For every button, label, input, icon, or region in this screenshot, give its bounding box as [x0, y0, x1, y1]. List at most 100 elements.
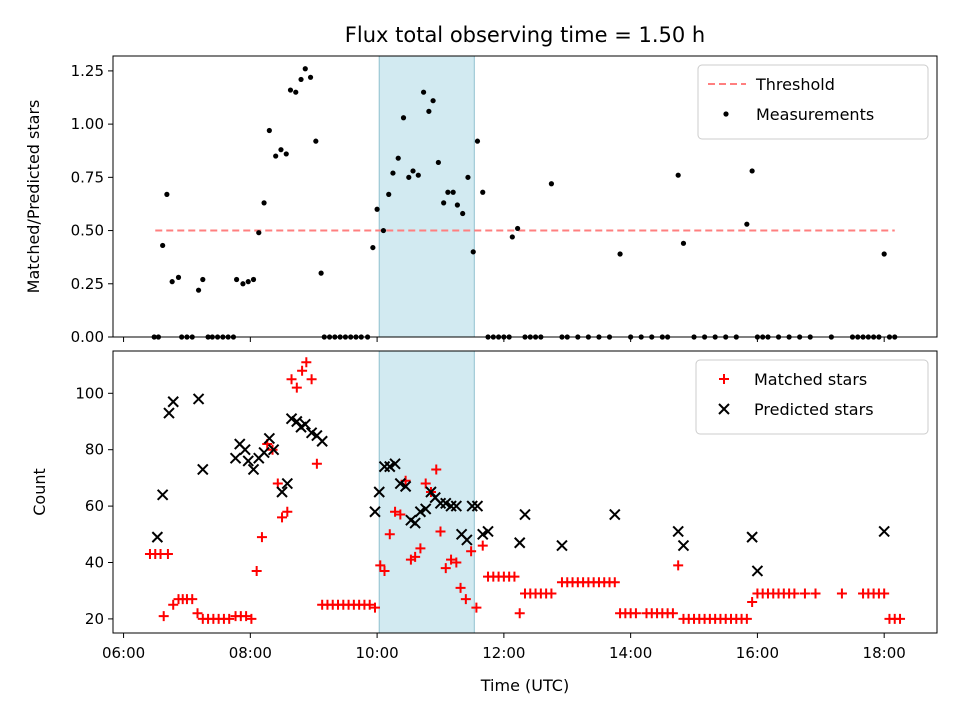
matched-stars-point	[297, 365, 308, 376]
matched-stars-point	[301, 357, 312, 368]
measurement-point	[415, 172, 421, 178]
predicted-stars-point	[519, 508, 531, 521]
measurement-point	[680, 240, 687, 246]
measurement-point	[234, 276, 240, 283]
predicted-stars-point	[167, 396, 179, 408]
measurement-point	[307, 74, 314, 80]
measurement-point	[420, 89, 427, 95]
bottom-y-tick-label: 40	[85, 554, 104, 572]
bottom-y-axis-label: Count	[30, 468, 49, 516]
matched-stars-point	[369, 602, 380, 613]
measurement-point	[250, 276, 257, 283]
matched-stars-point	[431, 464, 442, 475]
measurement-point	[287, 87, 294, 93]
predicted-stars-point	[672, 525, 684, 538]
measurement-point	[164, 191, 170, 197]
bottom-legend: Matched stars Predicted stars	[695, 359, 929, 435]
measurement-point	[293, 89, 299, 95]
matched-stars-point	[311, 458, 322, 469]
measurement-point	[470, 249, 476, 255]
legend-label: Predicted stars	[754, 400, 874, 419]
measurement-point	[509, 234, 515, 240]
measurement-point	[283, 151, 289, 157]
predicted-stars-point	[239, 443, 251, 456]
predicted-stars-point	[482, 525, 494, 538]
measurement-point	[749, 168, 755, 174]
measurement-point	[386, 191, 392, 197]
top-legend: Threshold Measurements	[697, 64, 929, 140]
x-tick-label: 06:00	[102, 644, 145, 662]
predicted-stars-point	[247, 463, 260, 476]
measurement-point	[245, 279, 251, 285]
legend-predicted-swatch	[718, 403, 730, 415]
measurement-point	[175, 274, 182, 280]
top-panel: 0.00 0.25 0.50 0.75 1.00 1.25 Matched/Predicte…	[24, 55, 938, 346]
matched-stars-point	[455, 582, 466, 593]
legend-measurement-swatch	[723, 111, 729, 117]
x-axis-label: Time (UTC)	[480, 676, 569, 695]
predicted-stars-point	[281, 477, 294, 490]
measurement-point	[410, 168, 416, 174]
matched-stars-point	[384, 529, 395, 540]
measurement-point	[430, 98, 436, 104]
measurement-point	[240, 281, 246, 287]
bottom-y-tick-label: 100	[75, 384, 104, 402]
measurement-point	[426, 108, 432, 114]
measurement-point	[374, 206, 380, 212]
matched-stars-point	[460, 594, 471, 605]
predicted-stars-point	[477, 528, 489, 541]
legend-box	[695, 359, 929, 435]
measurement-point	[474, 138, 481, 144]
matched-stars-point	[451, 557, 462, 568]
matched-stars-point	[789, 588, 800, 599]
measurement-point	[266, 127, 272, 134]
top-y-tick-label: 0.00	[71, 328, 104, 346]
predicted-stars-point	[878, 525, 890, 538]
matched-stars-point	[395, 509, 406, 520]
measurement-point	[298, 76, 304, 83]
matched-stars-point	[895, 613, 906, 624]
measurement-point	[617, 251, 623, 257]
matched-stars-point	[420, 478, 431, 489]
legend-box	[697, 64, 929, 140]
matched-stars-point	[277, 512, 288, 523]
matched-stars-point	[667, 608, 678, 619]
legend-label: Matched stars	[754, 370, 867, 389]
predicted-stars-point	[373, 486, 385, 498]
matched-stars-point	[224, 613, 235, 624]
matched-stars-point	[158, 611, 169, 622]
predicted-stars-point	[197, 463, 209, 476]
predicted-stars-point	[156, 489, 169, 501]
matched-stars-point	[514, 608, 525, 619]
predicted-stars-point	[399, 480, 412, 493]
matched-stars-point	[251, 565, 262, 576]
predicted-stars-point	[258, 446, 270, 459]
top-y-tick-label: 1.25	[71, 62, 104, 80]
predicted-stars-point	[677, 539, 690, 552]
predicted-stars-point	[409, 517, 421, 529]
predicted-stars-point	[263, 432, 276, 445]
predicted-stars-point	[461, 534, 473, 546]
matched-stars-point	[836, 588, 847, 599]
bottom-y-tick-label: 20	[85, 610, 104, 628]
predicted-stars-point	[609, 508, 621, 521]
top-axes-frame	[112, 55, 938, 338]
predicted-stars-point	[746, 531, 758, 543]
top-y-tick-label: 1.00	[71, 115, 104, 133]
top-y-tick-label: 0.75	[71, 168, 104, 186]
predicted-stars-point	[471, 500, 484, 512]
matched-stars-point	[879, 588, 890, 599]
matched-stars-point	[162, 549, 173, 560]
x-tick-label: 18:00	[863, 644, 906, 662]
bottom-axes-frame	[112, 350, 938, 634]
matched-stars-point	[291, 382, 302, 393]
bottom-y-tick-label: 60	[85, 497, 104, 515]
predicted-stars-point	[389, 458, 401, 470]
predicted-stars-point	[419, 503, 432, 515]
matched-stars-point	[286, 374, 297, 385]
measurement-point	[313, 138, 319, 144]
predicted-stars-point	[450, 500, 463, 512]
legend-label: Measurements	[756, 105, 874, 124]
predicted-stars-point	[440, 497, 452, 509]
